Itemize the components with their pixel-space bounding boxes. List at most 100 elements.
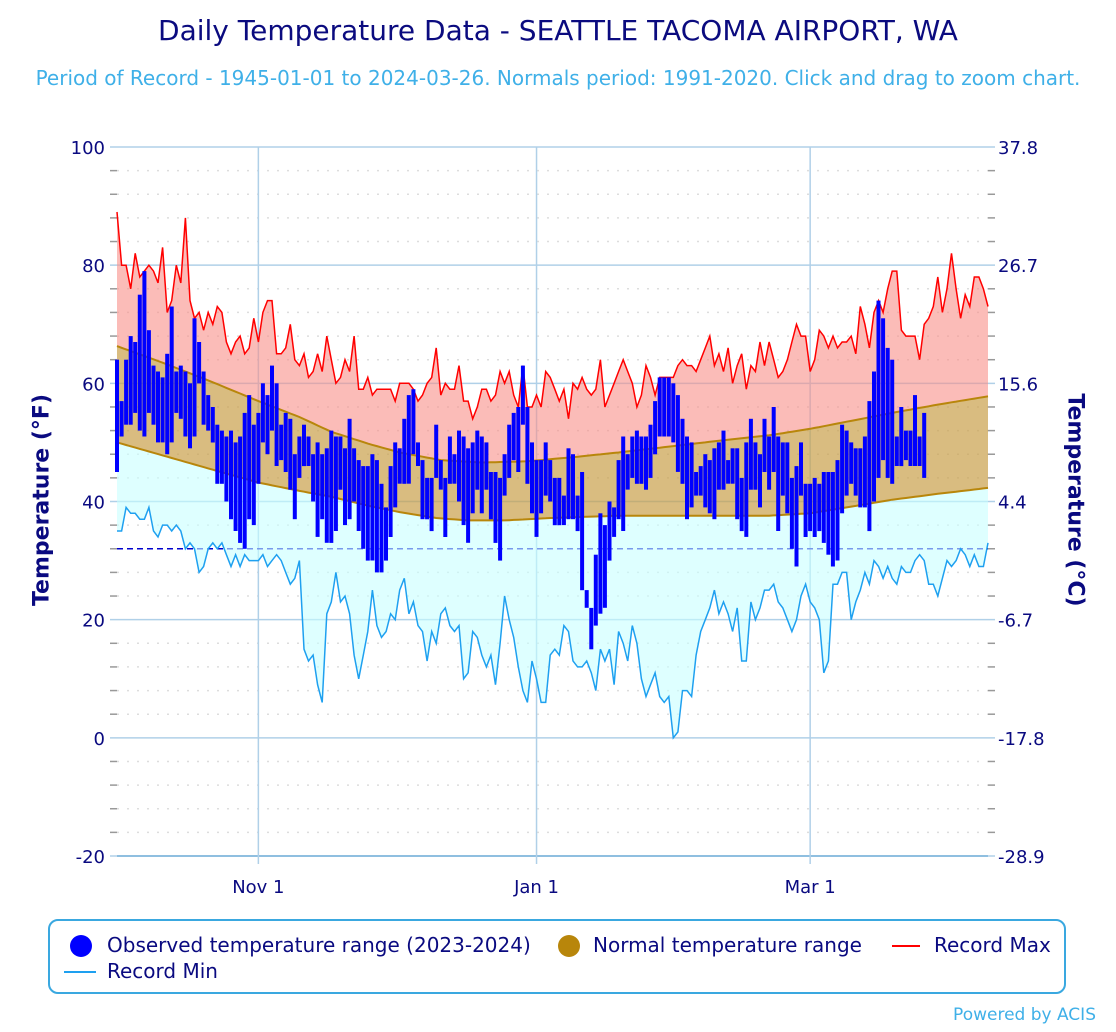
observed-bar	[224, 436, 229, 502]
observed-bar	[780, 442, 785, 496]
observed-bar	[716, 442, 721, 490]
observed-bar	[703, 454, 708, 508]
observed-bar	[397, 448, 402, 484]
observed-bar	[653, 401, 658, 455]
observed-bar	[447, 436, 452, 484]
observed-bar	[315, 442, 320, 537]
observed-bar	[215, 424, 220, 484]
observed-bar	[260, 383, 265, 443]
observed-bar	[698, 466, 703, 496]
observed-bar	[165, 353, 170, 455]
legend: Observed temperature range (2023-2024) N…	[48, 919, 1066, 994]
y-tick-label-right: 37.8	[998, 138, 1038, 159]
observed-bar	[817, 483, 822, 532]
observed-bar	[169, 306, 174, 443]
observed-bar	[488, 472, 493, 520]
observed-bar	[210, 407, 215, 443]
observed-bar	[142, 271, 147, 437]
observed-bar	[689, 442, 694, 508]
y-tick-label-left: 20	[82, 611, 105, 632]
observed-bar	[584, 590, 589, 608]
observed-bar	[333, 436, 338, 531]
observed-bar	[475, 430, 480, 490]
y-tick-label-left: 100	[71, 138, 105, 159]
observed-bar	[443, 477, 448, 537]
observed-bar	[516, 407, 521, 472]
record-max-line	[116, 211, 989, 422]
observed-bar	[388, 466, 393, 537]
legend-item-observed[interactable]: Observed temperature range (2023-2024)	[70, 933, 531, 957]
observed-bar	[767, 436, 772, 490]
observed-bar	[602, 525, 607, 608]
observed-bar	[721, 430, 726, 490]
observed-bar	[621, 436, 626, 531]
observed-bar	[630, 436, 635, 478]
y-tick-label-left: 60	[82, 374, 105, 395]
observed-bar	[593, 554, 598, 626]
observed-bar	[457, 430, 461, 502]
y-tick-label-left: 80	[82, 256, 105, 277]
observed-bar	[137, 294, 142, 431]
observed-bars	[115, 271, 927, 650]
observed-bar	[425, 477, 430, 520]
observed-bar	[785, 442, 790, 514]
observed-bar	[835, 460, 840, 561]
observed-bar	[685, 436, 689, 520]
legend-item-record-max[interactable]: Record Max	[892, 933, 1051, 957]
observed-bar	[365, 466, 370, 561]
observed-bar	[830, 472, 835, 567]
observed-bar	[411, 389, 416, 455]
observed-bar	[156, 371, 160, 443]
observed-bar	[566, 448, 571, 520]
y-tick-label-left: 40	[82, 493, 105, 514]
powered-by-link[interactable]: Powered by ACIS	[953, 1005, 1096, 1025]
legend-item-record-min[interactable]: Record Min	[64, 959, 218, 983]
observed-bar	[675, 395, 680, 472]
observed-bar	[292, 454, 297, 520]
observed-bar	[862, 436, 867, 508]
legend-label-normal: Normal temperature range	[593, 933, 862, 957]
observed-bar	[561, 495, 566, 526]
observed-bar	[420, 460, 425, 520]
legend-label-record-min: Record Min	[107, 959, 218, 983]
observed-bar	[201, 371, 206, 425]
observed-bar	[416, 442, 420, 466]
observed-bar	[694, 472, 699, 496]
observed-bar	[557, 477, 562, 526]
observed-bar	[748, 418, 753, 490]
normal-dot-icon	[558, 935, 580, 957]
observed-bar	[370, 454, 375, 561]
observed-bar	[238, 436, 243, 543]
observed-bar	[858, 448, 863, 508]
observed-bar	[133, 342, 138, 413]
observed-bar	[644, 436, 648, 490]
observed-bar	[744, 442, 749, 537]
y-axis-title-left: Temperature (°F)	[29, 393, 55, 607]
y-tick-label-right: -17.8	[998, 729, 1045, 750]
observed-bar	[730, 448, 735, 484]
observed-bar	[598, 513, 603, 614]
observed-bar	[903, 430, 908, 461]
observed-bar	[356, 460, 361, 531]
y-tick-label-right: 4.4	[998, 493, 1027, 514]
observed-bar	[283, 412, 288, 472]
observed-bar	[502, 454, 507, 496]
observed-bar	[452, 454, 457, 484]
observed-bar	[922, 412, 927, 478]
observed-bar	[507, 424, 512, 478]
observed-bar	[739, 477, 744, 532]
legend-label-observed: Observed temperature range (2023-2024)	[107, 933, 531, 957]
legend-item-normal[interactable]: Normal temperature range	[558, 933, 862, 957]
observed-bar	[794, 466, 799, 567]
observed-bar	[534, 460, 539, 537]
observed-bar	[552, 477, 557, 526]
observed-bar	[771, 407, 776, 472]
observed-bar	[306, 436, 311, 466]
y-tick-label-left: -20	[76, 847, 105, 868]
observed-bar	[639, 436, 644, 484]
observed-bar	[352, 448, 357, 502]
observed-bar	[297, 436, 302, 478]
observed-bar	[484, 442, 489, 490]
observed-bar	[461, 436, 466, 526]
